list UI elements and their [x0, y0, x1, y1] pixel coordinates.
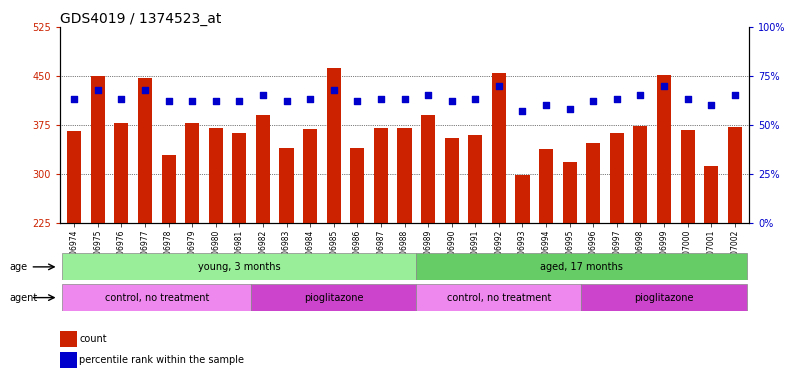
- Bar: [417, 253, 747, 280]
- Bar: [62, 284, 252, 311]
- Point: [398, 96, 411, 103]
- Bar: [232, 133, 247, 223]
- Bar: [397, 128, 412, 223]
- Point: [421, 92, 434, 98]
- Bar: [417, 284, 582, 311]
- Text: percentile rank within the sample: percentile rank within the sample: [79, 355, 244, 365]
- Text: age: age: [10, 262, 28, 272]
- Point: [91, 86, 104, 93]
- Bar: [60, 352, 77, 368]
- Point: [658, 83, 670, 89]
- Point: [610, 96, 623, 103]
- Point: [681, 96, 694, 103]
- Bar: [327, 68, 340, 223]
- Point: [233, 98, 246, 104]
- Text: young, 3 months: young, 3 months: [198, 262, 280, 272]
- Bar: [657, 74, 671, 223]
- Point: [445, 98, 458, 104]
- Text: count: count: [79, 334, 107, 344]
- Bar: [256, 115, 270, 223]
- Bar: [138, 78, 152, 223]
- Bar: [492, 73, 506, 223]
- Bar: [280, 147, 294, 223]
- Text: aged, 17 months: aged, 17 months: [540, 262, 623, 272]
- Bar: [681, 130, 694, 223]
- Point: [186, 98, 199, 104]
- Point: [256, 92, 269, 98]
- Point: [328, 86, 340, 93]
- Point: [209, 98, 222, 104]
- Bar: [634, 126, 647, 223]
- Bar: [67, 131, 82, 223]
- Bar: [610, 132, 624, 223]
- Text: agent: agent: [10, 293, 38, 303]
- Point: [115, 96, 128, 103]
- Bar: [374, 128, 388, 223]
- Point: [162, 98, 175, 104]
- Bar: [185, 123, 199, 223]
- Bar: [515, 175, 529, 223]
- Point: [351, 98, 364, 104]
- Point: [634, 92, 647, 98]
- Point: [516, 108, 529, 114]
- Text: pioglitazone: pioglitazone: [304, 293, 364, 303]
- Bar: [582, 284, 747, 311]
- Bar: [727, 127, 742, 223]
- Bar: [469, 135, 482, 223]
- Text: control, no treatment: control, no treatment: [105, 293, 209, 303]
- Point: [280, 98, 293, 104]
- Text: control, no treatment: control, no treatment: [447, 293, 551, 303]
- Bar: [350, 147, 364, 223]
- Bar: [91, 76, 105, 223]
- Point: [728, 92, 741, 98]
- Point: [587, 98, 600, 104]
- Point: [493, 83, 505, 89]
- Point: [375, 96, 388, 103]
- Bar: [303, 129, 317, 223]
- Bar: [162, 156, 175, 223]
- Point: [705, 102, 718, 108]
- Bar: [445, 138, 459, 223]
- Text: GDS4019 / 1374523_at: GDS4019 / 1374523_at: [60, 12, 221, 26]
- Bar: [209, 128, 223, 223]
- Text: pioglitazone: pioglitazone: [634, 293, 694, 303]
- Bar: [562, 162, 577, 223]
- Point: [540, 102, 553, 108]
- Bar: [539, 149, 553, 223]
- Point: [469, 96, 481, 103]
- Point: [563, 106, 576, 112]
- Point: [139, 86, 151, 93]
- Bar: [115, 123, 128, 223]
- Point: [304, 96, 316, 103]
- Bar: [586, 143, 600, 223]
- Bar: [62, 253, 417, 280]
- Point: [68, 96, 81, 103]
- Bar: [252, 284, 417, 311]
- Bar: [421, 115, 435, 223]
- Bar: [704, 166, 718, 223]
- Bar: [60, 331, 77, 347]
